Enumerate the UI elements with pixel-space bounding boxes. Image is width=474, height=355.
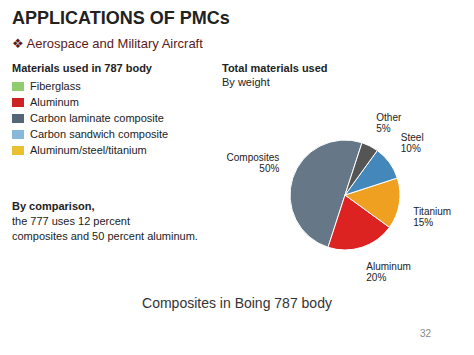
svg-text:Titanium15%: Titanium15% [413,206,451,228]
html-text:composites and 50 percent alum: composites and 50 percent aluminum. [12,230,198,242]
html-text:By comparison,: By comparison, [12,200,95,212]
html-text:Composites in Boing 787 body: Composites in Boing 787 body [142,295,332,311]
svg-text:Steel10%: Steel10% [401,132,424,154]
html-text:Total materials used: Total materials used [222,62,328,74]
html-text:By weight: By weight [222,76,270,88]
html-text:Aluminum/steel/titanium: Aluminum/steel/titanium [30,144,147,156]
svg-text:Aluminum20%: Aluminum20% [366,261,410,283]
html-text:Materials used in 787 body: Materials used in 787 body [12,62,152,74]
html-text:Carbon sandwich composite: Carbon sandwich composite [30,128,169,140]
html-text:Carbon laminate composite: Carbon laminate composite [30,112,164,124]
html-text:Aluminum: Aluminum [30,96,79,108]
html-text:32: 32 [420,328,432,339]
html-text:the 777 uses 12 percent: the 777 uses 12 percent [12,215,130,227]
html-text:APPLICATIONS OF PMCs: APPLICATIONS OF PMCs [12,8,230,28]
svg-text:Other5%: Other5% [376,112,402,134]
html-text:❖ Aerospace and Military Aircr: ❖ Aerospace and Military Aircraft [12,36,203,51]
html-text:Fiberglass: Fiberglass [30,80,81,92]
svg-text:Composites50%: Composites50% [227,152,280,174]
